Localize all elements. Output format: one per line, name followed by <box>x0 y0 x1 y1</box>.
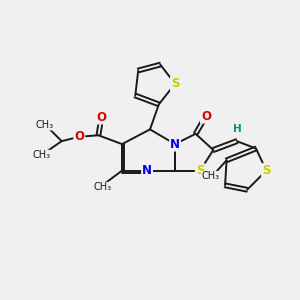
Text: O: O <box>96 110 106 124</box>
Text: S: S <box>196 164 204 177</box>
Text: CH₃: CH₃ <box>36 120 54 130</box>
Text: S: S <box>262 164 271 177</box>
Text: CH₃: CH₃ <box>94 182 112 192</box>
Text: H: H <box>233 124 242 134</box>
Text: S: S <box>171 77 179 90</box>
Text: CH₃: CH₃ <box>33 150 51 160</box>
Text: N: N <box>170 138 180 151</box>
Text: N: N <box>142 164 152 177</box>
Text: O: O <box>74 130 84 143</box>
Text: CH₃: CH₃ <box>201 172 219 182</box>
Text: O: O <box>201 110 211 123</box>
